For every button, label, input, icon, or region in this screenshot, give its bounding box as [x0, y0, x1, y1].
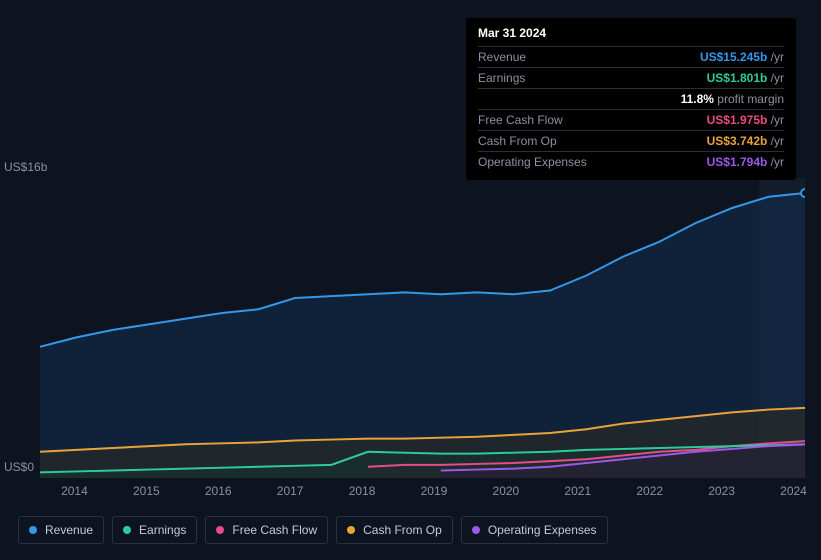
legend-dot-icon: [123, 526, 131, 534]
tooltip-row-value: 11.8% profit margin: [681, 92, 784, 106]
series-end-marker-revenue: [801, 189, 805, 197]
x-tick: 2014: [61, 484, 88, 498]
tooltip-row-value: US$1.801b /yr: [707, 71, 784, 85]
tooltip-row-value: US$1.794b /yr: [707, 155, 784, 169]
tooltip-row-label: Cash From Op: [478, 134, 557, 148]
legend-item-label: Operating Expenses: [488, 523, 597, 537]
legend-item-cash-from-op[interactable]: Cash From Op: [336, 516, 453, 544]
legend-item-label: Revenue: [45, 523, 93, 537]
chart-svg: [40, 178, 805, 478]
x-tick: 2021: [564, 484, 591, 498]
x-tick: 2016: [205, 484, 232, 498]
tooltip-row-value: US$1.975b /yr: [707, 113, 784, 127]
tooltip-row: Revenue US$15.245b /yr: [478, 46, 784, 67]
legend-item-label: Earnings: [139, 523, 186, 537]
x-tick: 2018: [349, 484, 376, 498]
tooltip-row: Operating Expenses US$1.794b /yr: [478, 151, 784, 172]
tooltip-date: Mar 31 2024: [478, 26, 784, 40]
legend-item-revenue[interactable]: Revenue: [18, 516, 104, 544]
x-axis: 2014 2015 2016 2017 2018 2019 2020 2021 2022 2023…: [40, 484, 805, 500]
tooltip-row-label: Earnings: [478, 71, 525, 85]
legend-dot-icon: [347, 526, 355, 534]
legend-item-free-cash-flow[interactable]: Free Cash Flow: [205, 516, 328, 544]
tooltip-row-label: Free Cash Flow: [478, 113, 563, 127]
x-tick: 2023: [708, 484, 735, 498]
legend-item-label: Cash From Op: [363, 523, 442, 537]
tooltip-row: Free Cash Flow US$1.975b /yr: [478, 109, 784, 130]
tooltip-row-label: Revenue: [478, 50, 526, 64]
y-axis-max-label: US$16b: [4, 160, 47, 174]
legend-dot-icon: [216, 526, 224, 534]
x-tick: 2019: [421, 484, 448, 498]
tooltip-row-label: Operating Expenses: [478, 155, 587, 169]
x-tick: 2017: [277, 484, 304, 498]
tooltip-row-value: US$3.742b /yr: [707, 134, 784, 148]
legend-dot-icon: [472, 526, 480, 534]
legend-dot-icon: [29, 526, 37, 534]
legend-item-operating-expenses[interactable]: Operating Expenses: [461, 516, 608, 544]
legend-item-label: Free Cash Flow: [232, 523, 317, 537]
x-tick: 2024: [780, 484, 807, 498]
x-tick: 2020: [493, 484, 520, 498]
tooltip-row: 11.8% profit margin: [478, 88, 784, 109]
x-tick: 2015: [133, 484, 160, 498]
tooltip: Mar 31 2024 Revenue US$15.245b /yr Earning…: [466, 18, 796, 180]
x-tick: 2022: [636, 484, 663, 498]
chart-area: 2014201520162017201820192020202120222023…: [16, 178, 805, 478]
tooltip-row: Earnings US$1.801b /yr: [478, 67, 784, 88]
tooltip-row-value: US$15.245b /yr: [700, 50, 784, 64]
legend-item-earnings[interactable]: Earnings: [112, 516, 197, 544]
legend: Revenue Earnings Free Cash Flow Cash From O…: [18, 516, 608, 544]
tooltip-row: Cash From Op US$3.742b /yr: [478, 130, 784, 151]
